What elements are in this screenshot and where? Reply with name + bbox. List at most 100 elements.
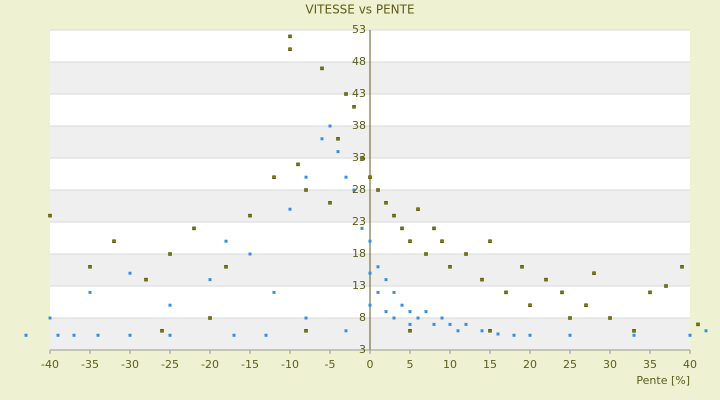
- y-tick-label: 48: [352, 55, 366, 68]
- point: [488, 239, 492, 243]
- point: [304, 175, 308, 179]
- x-tick-label: 10: [443, 358, 457, 371]
- x-tick-label: -30: [121, 358, 139, 371]
- point: [464, 252, 468, 256]
- y-tick-label: 28: [352, 183, 366, 196]
- point: [304, 316, 308, 320]
- point: [288, 34, 292, 39]
- point: [96, 333, 100, 337]
- point: [560, 290, 564, 295]
- point: [408, 322, 412, 326]
- y-tick-label: 43: [352, 87, 366, 100]
- point: [440, 316, 444, 320]
- point: [376, 188, 380, 192]
- point: [296, 162, 300, 167]
- point: [208, 278, 212, 282]
- point: [480, 277, 484, 282]
- point: [88, 265, 92, 269]
- point: [248, 213, 252, 218]
- point: [128, 333, 132, 337]
- point: [352, 105, 356, 109]
- point: [648, 290, 652, 295]
- x-tick-label: 25: [563, 358, 577, 371]
- y-tick-label: 8: [359, 311, 366, 324]
- point: [320, 66, 324, 71]
- point: [56, 333, 60, 337]
- point: [272, 175, 276, 179]
- point: [440, 239, 444, 243]
- y-tick-label: 38: [352, 119, 366, 132]
- point: [368, 303, 372, 307]
- point: [416, 316, 420, 320]
- point: [288, 47, 292, 51]
- point: [632, 329, 636, 333]
- point: [144, 277, 148, 282]
- point: [320, 137, 324, 141]
- point: [224, 265, 228, 269]
- point: [272, 290, 276, 294]
- point: [584, 303, 588, 307]
- point: [48, 213, 52, 218]
- point: [264, 333, 268, 337]
- x-tick-label: 40: [683, 358, 697, 371]
- point: [480, 329, 484, 333]
- point: [696, 322, 700, 327]
- point: [528, 333, 532, 337]
- point: [336, 150, 340, 154]
- point: [344, 329, 348, 333]
- point: [408, 310, 412, 314]
- point: [592, 271, 596, 275]
- y-tick-label: 33: [352, 151, 366, 164]
- x-tick-label: 0: [367, 358, 374, 371]
- point: [448, 322, 452, 326]
- x-tick-label: 5: [407, 358, 414, 371]
- x-tick-label: -25: [161, 358, 179, 371]
- x-tick-label: 15: [483, 358, 497, 371]
- point: [376, 290, 380, 294]
- point: [416, 207, 420, 211]
- point: [376, 265, 380, 269]
- point: [224, 239, 228, 243]
- point: [24, 333, 28, 337]
- point: [392, 290, 396, 294]
- point: [208, 316, 212, 320]
- x-tick-label: 35: [643, 358, 657, 371]
- point: [392, 316, 396, 320]
- point: [520, 265, 524, 269]
- point: [248, 252, 252, 256]
- point: [408, 239, 412, 243]
- point: [408, 329, 412, 333]
- point: [304, 329, 308, 333]
- point: [232, 333, 236, 337]
- point: [304, 188, 308, 192]
- point: [128, 271, 132, 275]
- point: [368, 239, 372, 243]
- point: [448, 265, 452, 269]
- point: [632, 333, 636, 337]
- point: [112, 239, 116, 243]
- point: [336, 137, 340, 141]
- point: [504, 290, 508, 295]
- point: [288, 207, 292, 211]
- point: [192, 226, 196, 231]
- point: [360, 156, 364, 160]
- y-tick-label: 53: [352, 23, 366, 36]
- point: [424, 252, 428, 256]
- point: [400, 303, 404, 307]
- point: [168, 333, 172, 337]
- point: [168, 252, 172, 256]
- point: [168, 303, 172, 307]
- x-tick-label: -15: [241, 358, 259, 371]
- point: [488, 329, 492, 333]
- point: [360, 226, 364, 230]
- point: [568, 333, 572, 337]
- x-tick-label: -35: [81, 358, 99, 371]
- chart-title: VITESSE vs PENTE: [305, 3, 414, 17]
- y-tick-label: 13: [352, 279, 366, 292]
- point: [568, 316, 572, 320]
- point: [352, 188, 356, 192]
- x-tick-label: 30: [603, 358, 617, 371]
- point: [400, 226, 404, 231]
- point: [344, 92, 348, 96]
